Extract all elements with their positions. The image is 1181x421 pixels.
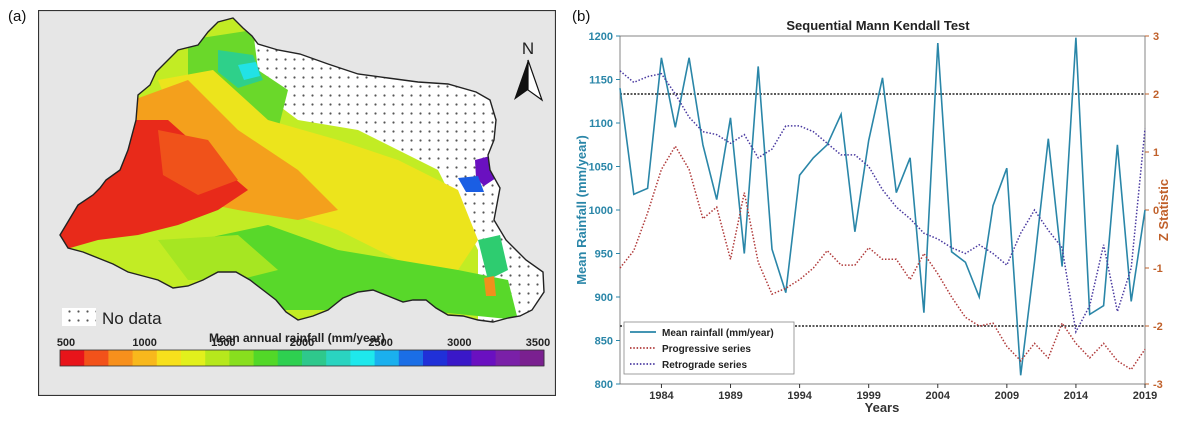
colorbar-swatch [447, 350, 472, 366]
rainfall-map: N No data Mean annual rainfall (mm/year)… [37, 9, 557, 397]
colorbar-swatch [132, 350, 158, 366]
y-tick-label: 1100 [589, 118, 613, 130]
x-tick-label: 2004 [926, 390, 951, 402]
y-right-tick-label: -3 [1153, 379, 1163, 391]
colorbar-swatch [350, 350, 376, 366]
y-right-tick-label: 3 [1153, 31, 1159, 43]
y-tick-label: 800 [595, 379, 613, 391]
panel-b-label: (b) [572, 8, 591, 25]
y-tick-label: 1050 [589, 162, 613, 174]
y-right-tick-label: 0 [1153, 205, 1159, 217]
y-axis-label: Mean Rainfall (mm/year) [574, 135, 589, 285]
north-label: N [522, 39, 534, 58]
x-tick-label: 1989 [718, 390, 742, 402]
colorbar-swatch [495, 350, 521, 366]
panel-a-label: (a) [8, 8, 27, 25]
y-tick-label: 900 [595, 292, 613, 304]
colorbar-tick-label: 3000 [447, 337, 471, 349]
no-data-swatch [62, 308, 96, 326]
colorbar-swatch [253, 350, 279, 366]
colorbar-swatch [229, 350, 255, 366]
legend-title: Mean annual rainfall (mm/year) [209, 331, 385, 345]
y-axis-right-label: Z Statistic [1156, 179, 1171, 241]
colorbar-tick-label: 500 [57, 337, 75, 349]
legend-label: Retrograde series [662, 360, 747, 371]
region-outline [59, 17, 545, 323]
series-line [619, 70, 1146, 335]
x-tick-label: 1994 [787, 390, 812, 402]
colorbar-tick-label: 1500 [211, 337, 235, 349]
chart-title: Sequential Mann Kendall Test [786, 18, 970, 33]
x-axis-label: Years [865, 400, 900, 415]
colorbar-swatch [471, 350, 497, 366]
rainfall-map-panel: N No data Mean annual rainfall (mm/year)… [37, 9, 557, 397]
mann-kendall-chart: Sequential Mann Kendall Test 800 850 900 95… [574, 18, 1171, 415]
colorbar-swatch [84, 350, 109, 366]
y-tick-label: 1200 [589, 31, 613, 43]
mann-kendall-chart-panel: Sequential Mann Kendall Test 800 850 900 95… [572, 6, 1172, 416]
legend-box [623, 321, 795, 375]
colorbar-swatch [277, 350, 303, 366]
legend-label: Mean rainfall (mm/year) [662, 328, 774, 339]
x-tick-label: 2014 [1064, 390, 1089, 402]
no-data-label: No data [102, 309, 162, 328]
y-right-tick-label: -2 [1153, 321, 1163, 333]
colorbar-swatch [519, 350, 545, 366]
y-tick-label: 1000 [589, 205, 613, 217]
colorbar-swatch [423, 350, 448, 366]
left-axis: 800 850 900 950 1000 1050 1100 1150 1200 [589, 31, 620, 391]
colorbar [59, 349, 545, 367]
colorbar-swatch [60, 350, 85, 366]
x-tick-label: 1999 [856, 390, 880, 402]
y-tick-label: 950 [595, 249, 613, 261]
y-tick-label: 850 [595, 336, 613, 348]
x-tick-label: 2019 [1133, 390, 1157, 402]
y-tick-label: 1150 [589, 75, 613, 87]
colorbar-tick-label: 2000 [290, 337, 314, 349]
x-tick-label: 1984 [649, 390, 674, 402]
right-axis: -3 -2 -1 0 1 2 3 [1145, 31, 1163, 391]
colorbar-tick-label: 1000 [132, 337, 156, 349]
north-arrow-icon [514, 59, 544, 102]
colorbar-swatch [156, 350, 182, 366]
series-line [619, 144, 1146, 371]
colorbar-swatch [205, 350, 230, 366]
colorbar-ticks: 500 1000 1500 2000 2500 3000 3500 [57, 337, 550, 349]
colorbar-swatch [302, 350, 327, 366]
colorbar-swatch [398, 350, 424, 366]
legend: Mean rainfall (mm/year) Progressive serie… [623, 321, 795, 375]
y-right-tick-label: -1 [1153, 263, 1163, 275]
x-axis: 1984 1989 1994 1999 2004 2009 2014 2019 [649, 384, 1157, 402]
colorbar-tick-label: 3500 [526, 337, 550, 349]
colorbar-swatch [326, 350, 351, 366]
y-right-tick-label: 1 [1153, 147, 1159, 159]
colorbar-swatch [108, 350, 134, 366]
colorbar-swatch [181, 350, 206, 366]
series-line [619, 37, 1146, 376]
y-right-tick-label: 2 [1153, 89, 1159, 101]
colorbar-tick-label: 2500 [368, 337, 392, 349]
x-tick-label: 2009 [995, 390, 1019, 402]
colorbar-border [59, 349, 545, 367]
colorbar-swatch [374, 350, 400, 366]
series-lines [619, 37, 1146, 376]
legend-label: Progressive series [662, 344, 751, 355]
